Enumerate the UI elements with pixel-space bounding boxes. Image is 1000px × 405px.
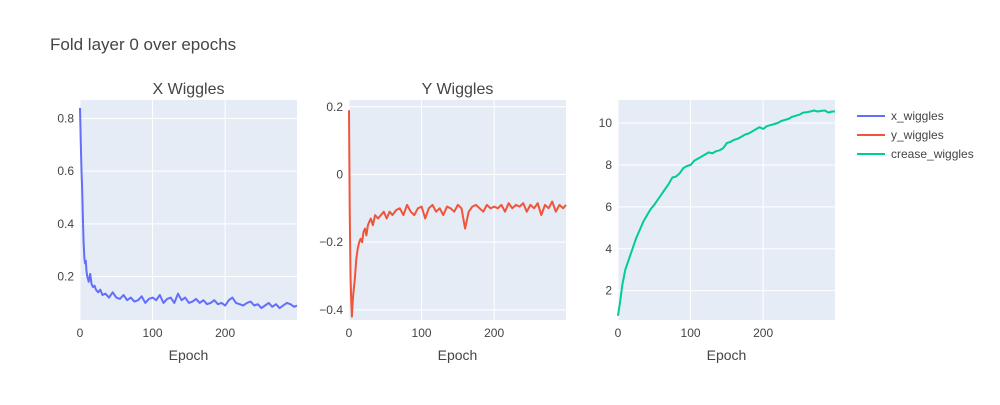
y-tick-label: 10 <box>599 116 613 130</box>
subplot-title: X Wiggles <box>152 81 224 98</box>
subplot-2: 0 100 200 −0.4 −0.2 0 0.2 Y Wiggles Epoch <box>319 81 567 363</box>
x-tick-label: 200 <box>484 326 504 340</box>
legend-item-y-wiggles[interactable]: y_wiggles <box>857 128 944 142</box>
y-tick-label: 0.6 <box>57 164 74 178</box>
figure-title: Fold layer 0 over epochs <box>50 35 236 54</box>
plot-area <box>80 100 297 320</box>
x-axis-title: Epoch <box>169 347 209 363</box>
legend-item-crease-wiggles[interactable]: crease_wiggles <box>857 147 974 161</box>
legend-label: x_wiggles <box>891 109 944 123</box>
subplot-3: 0 100 200 2 4 6 8 10 Epoch <box>599 100 835 363</box>
x-axis-title: Epoch <box>438 347 478 363</box>
y-tick-label: 4 <box>605 242 612 256</box>
y-tick-label: 0.2 <box>57 270 74 284</box>
y-tick-label: 6 <box>605 200 612 214</box>
legend-label: y_wiggles <box>891 128 944 142</box>
legend-item-x-wiggles[interactable]: x_wiggles <box>857 109 944 123</box>
legend: x_wiggles y_wiggles crease_wiggles <box>857 109 974 161</box>
series-line-y-wiggles <box>348 110 567 318</box>
x-tick-label: 100 <box>143 326 163 340</box>
x-tick-label: 100 <box>681 326 701 340</box>
y-tick-label: 2 <box>605 284 612 298</box>
subplot-title: Y Wiggles <box>422 81 494 98</box>
x-tick-label: 0 <box>615 326 622 340</box>
x-tick-label: 0 <box>346 326 353 340</box>
series-line-x-wiggles <box>79 107 298 310</box>
plot-area <box>618 100 835 320</box>
y-tick-label: 0.2 <box>326 100 343 114</box>
x-tick-label: 100 <box>412 326 432 340</box>
y-tick-label: 0.4 <box>57 217 74 231</box>
x-axis-title: Epoch <box>707 347 747 363</box>
x-tick-label: 0 <box>77 326 84 340</box>
y-tick-label: 0.8 <box>57 111 74 125</box>
plot-area <box>349 100 566 320</box>
series-line-crease-wiggles <box>617 109 835 316</box>
legend-label: crease_wiggles <box>891 147 974 161</box>
y-tick-label: 8 <box>605 158 612 172</box>
y-tick-label: −0.2 <box>319 235 343 249</box>
subplot-1: 0 100 200 0.2 0.4 0.6 0.8 X Wiggles Epoch <box>57 81 298 363</box>
x-tick-label: 200 <box>215 326 235 340</box>
y-tick-label: −0.4 <box>319 303 343 317</box>
x-tick-label: 200 <box>753 326 773 340</box>
y-tick-label: 0 <box>336 167 343 181</box>
